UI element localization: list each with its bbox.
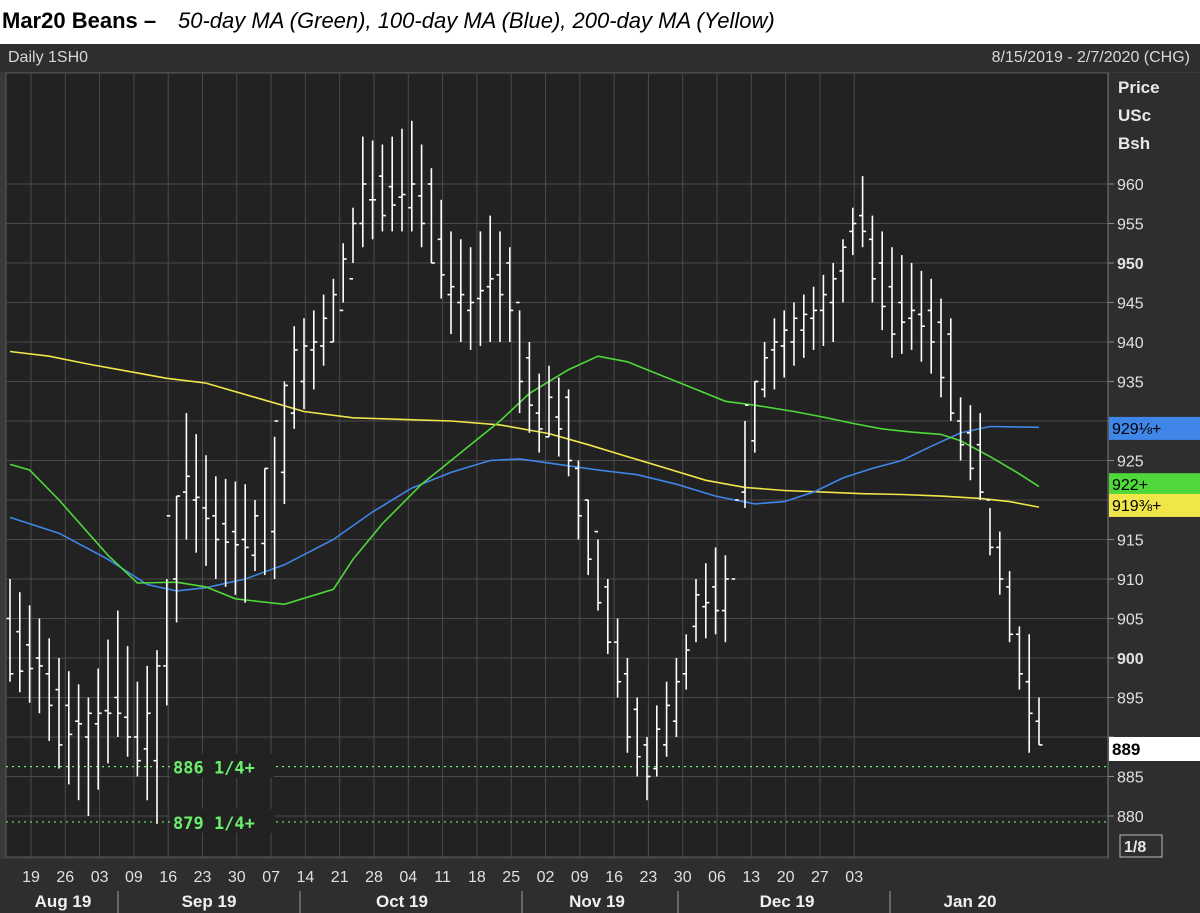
x-tick-label: 23 (640, 869, 658, 886)
price-tag-label: 919⅜+ (1112, 498, 1161, 515)
x-tick-label: 26 (56, 869, 74, 886)
support-label-bg (170, 753, 274, 778)
series-label: Daily 1SH0 (8, 49, 89, 66)
x-tick-label: 30 (674, 869, 692, 886)
chart-subtitle: 50-day MA (Green), 100-day MA (Blue), 20… (178, 8, 775, 33)
x-tick-label: 20 (777, 869, 795, 886)
y-tick-label: 915 (1117, 533, 1144, 550)
x-tick-label: 19 (22, 869, 40, 886)
y-tick-label: 900 (1117, 651, 1144, 668)
chart-title: Mar20 Beans – (2, 8, 157, 33)
x-tick-label: 04 (399, 869, 417, 886)
x-tick-label: 21 (331, 869, 349, 886)
x-tick-label: 25 (502, 869, 520, 886)
x-tick-label: 28 (365, 869, 383, 886)
date-range-label: 8/15/2019 - 2/7/2020 (CHG) (991, 49, 1190, 66)
x-tick-label: 03 (91, 869, 109, 886)
scale-label: 1/8 (1124, 839, 1146, 856)
y-tick-label: 945 (1117, 296, 1144, 313)
price-axis-panel (1109, 73, 1200, 859)
price-tag-bg (1109, 473, 1200, 497)
y-tick-label: 940 (1117, 335, 1144, 352)
x-tick-label: 06 (708, 869, 726, 886)
x-tick-label: 16 (605, 869, 623, 886)
y-tick-label: 885 (1117, 770, 1144, 787)
y-tick-label: 955 (1117, 217, 1144, 234)
y-tick-label: 935 (1117, 375, 1144, 392)
last-price-label: 889 (1112, 740, 1140, 759)
x-tick-label: 07 (262, 869, 280, 886)
x-month-label: Aug 19 (35, 892, 92, 911)
price-axis-label: Bsh (1118, 134, 1150, 153)
last-price-bg (1109, 737, 1200, 761)
chart-header-strip (0, 44, 1200, 72)
y-tick-label: 905 (1117, 612, 1144, 629)
ma100-line (9, 425, 1040, 592)
price-tag-label: 922+ (1112, 477, 1148, 494)
y-tick-label: 880 (1117, 809, 1144, 826)
time-axis-panel (0, 859, 1200, 913)
x-tick-label: 27 (811, 869, 829, 886)
x-tick-label: 11 (434, 869, 451, 886)
price-axis-label: USc (1118, 106, 1151, 125)
x-month-label: Oct 19 (376, 892, 428, 911)
x-month-label: Nov 19 (569, 892, 625, 911)
y-tick-label: 925 (1117, 454, 1144, 471)
price-tag-bg (1109, 416, 1200, 440)
support-label: 886 1/4+ (173, 759, 255, 779)
x-tick-label: 13 (742, 869, 760, 886)
y-tick-label: 950 (1117, 256, 1144, 273)
support-label-bg (170, 808, 274, 833)
support-label: 879 1/4+ (173, 814, 255, 834)
x-tick-label: 18 (468, 869, 486, 886)
x-month-label: Jan 20 (944, 892, 997, 911)
ma50-line (9, 355, 1040, 606)
x-tick-label: 09 (125, 869, 143, 886)
x-tick-label: 09 (571, 869, 589, 886)
x-tick-label: 16 (159, 869, 177, 886)
y-tick-label: 895 (1117, 691, 1144, 708)
price-axis-label: Price (1118, 78, 1160, 97)
plot-area (5, 72, 1109, 858)
x-month-label: Dec 19 (760, 892, 815, 911)
y-tick-label: 960 (1117, 177, 1144, 194)
x-tick-label: 03 (845, 869, 863, 886)
x-month-label: Sep 19 (182, 892, 237, 911)
title-bar: Mar20 Beans – 50-day MA (Green), 100-day… (0, 0, 1200, 44)
price-tag-bg (1109, 493, 1200, 517)
x-tick-label: 23 (194, 869, 212, 886)
x-tick-label: 30 (228, 869, 246, 886)
y-tick-label: 910 (1117, 572, 1144, 589)
x-tick-label: 02 (537, 869, 555, 886)
price-tag-label: 929⅛+ (1112, 421, 1161, 438)
scale-box (1119, 834, 1163, 858)
x-tick-label: 14 (297, 869, 315, 886)
